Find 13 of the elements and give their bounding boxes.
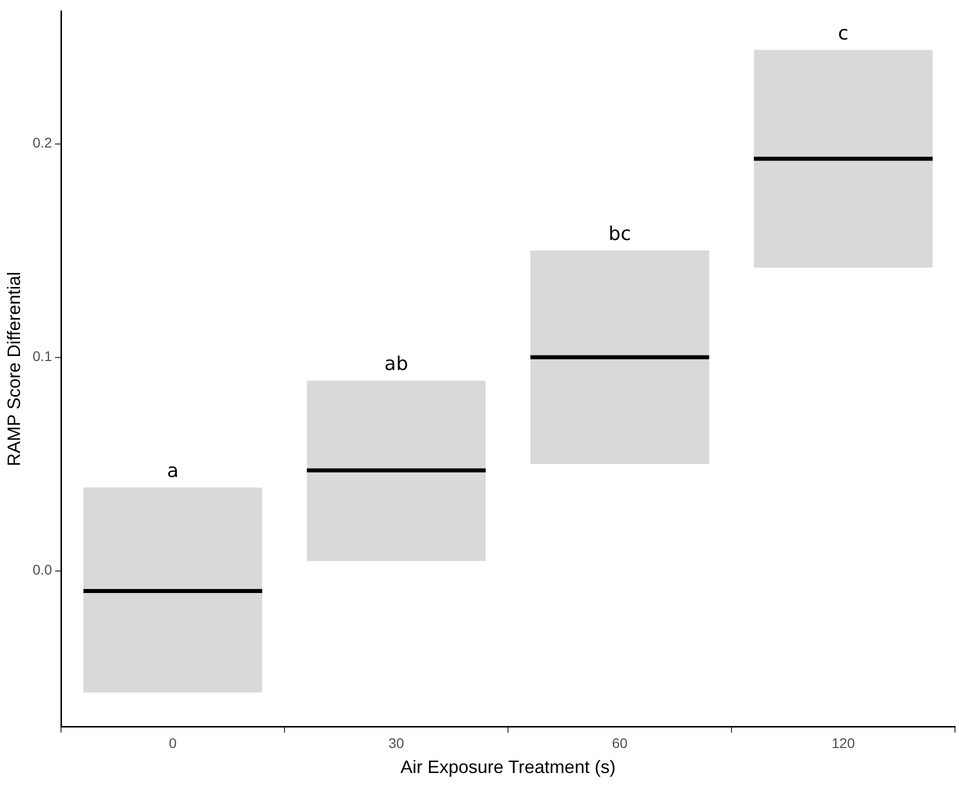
x-tick-label: 30	[388, 734, 404, 751]
x-tick-label: 0	[168, 734, 177, 751]
y-tick-label: 0.0	[32, 562, 52, 578]
x-tick-label: 120	[832, 734, 856, 751]
y-axis-title: RAMP Score Differential	[4, 272, 24, 466]
annotation: c	[838, 22, 848, 44]
x-tick-label: 60	[612, 734, 628, 751]
annotation: bc	[608, 222, 632, 245]
x-axis-title: Air Exposure Treatment (s)	[400, 757, 616, 778]
y-tick-label: 0.2	[32, 134, 52, 151]
y-tick-label: 0.1	[32, 348, 52, 364]
annotation: a	[166, 460, 179, 482]
annotation: ab	[384, 353, 408, 376]
